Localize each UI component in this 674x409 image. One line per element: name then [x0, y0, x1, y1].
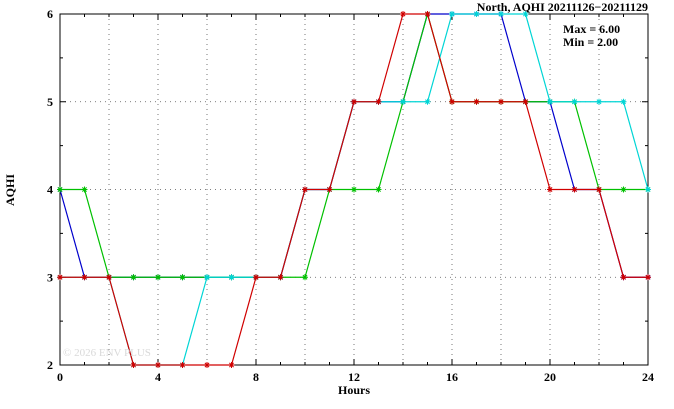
point-marker-day-4-red [228, 362, 235, 368]
point-marker-day-3-cyan [424, 98, 431, 105]
point-marker-day-3-cyan [498, 11, 504, 17]
point-marker-day-4-red [424, 11, 431, 17]
point-marker-day-4-red [449, 98, 455, 105]
point-marker-day-3-cyan [204, 274, 210, 281]
point-marker-day-3-cyan [522, 11, 529, 17]
point-marker-day-2-green [302, 274, 308, 281]
point-marker-day-4-red [547, 186, 553, 193]
point-marker-day-4-red [596, 186, 602, 193]
point-marker-day-4-red [620, 274, 627, 281]
point-marker-day-4-red [57, 274, 63, 281]
x-tick-label: 16 [446, 370, 458, 384]
chart-title: North, AQHI 20211126−20211129 [477, 0, 648, 14]
y-tick-label: 4 [47, 183, 53, 197]
x-tick-label: 8 [253, 370, 259, 384]
point-marker-day-2-green [130, 274, 137, 281]
x-tick-label: 12 [348, 370, 360, 384]
point-marker-day-3-cyan [571, 98, 578, 105]
point-marker-day-3-cyan [547, 98, 553, 105]
x-tick-label: 4 [155, 370, 161, 384]
point-marker-day-4-red [571, 186, 578, 193]
point-marker-day-4-red [375, 98, 382, 105]
point-marker-day-2-green [351, 186, 357, 193]
point-marker-day-4-red [204, 362, 210, 368]
point-marker-day-4-red [106, 274, 112, 281]
point-marker-day-3-cyan [620, 98, 627, 105]
point-marker-day-4-red [302, 186, 308, 193]
point-marker-day-4-red [130, 362, 137, 368]
point-marker-day-3-cyan [473, 11, 480, 17]
point-marker-day-2-green [620, 186, 627, 193]
point-marker-day-2-green [57, 186, 63, 193]
point-marker-day-4-red [81, 274, 88, 281]
point-marker-day-3-cyan [228, 274, 235, 281]
point-marker-day-2-green [155, 274, 161, 281]
annotation-max: Max = 6.00 [563, 22, 620, 36]
y-tick-label: 2 [47, 358, 53, 372]
point-marker-day-4-red [522, 98, 529, 105]
point-marker-day-4-red [326, 186, 333, 193]
annotation-min: Min = 2.00 [563, 35, 618, 49]
point-marker-day-3-cyan [449, 11, 455, 17]
point-marker-day-4-red [351, 98, 357, 105]
point-marker-day-3-cyan [645, 186, 651, 193]
point-marker-day-3-cyan [400, 98, 406, 105]
x-tick-label: 0 [57, 370, 63, 384]
y-axis-label: AQHI [3, 174, 17, 206]
point-marker-day-2-green [375, 186, 382, 193]
x-tick-label: 24 [642, 370, 654, 384]
point-marker-day-4-red [400, 11, 406, 17]
y-tick-label: 6 [47, 7, 53, 21]
x-axis-label: Hours [338, 383, 370, 397]
watermark: © 2026 ENV PLUS [63, 347, 151, 359]
point-marker-day-4-red [155, 362, 161, 368]
y-tick-label: 5 [47, 95, 53, 109]
point-marker-day-2-green [81, 186, 88, 193]
point-marker-day-4-red [277, 274, 284, 281]
point-marker-day-4-red [645, 274, 651, 281]
point-marker-day-4-red [473, 98, 480, 105]
x-tick-label: 20 [544, 370, 556, 384]
y-tick-label: 3 [47, 270, 53, 284]
plot-area: 0 4 8 12 16 20 24 2 3 4 5 6 [47, 7, 654, 384]
point-marker-day-4-red [179, 362, 186, 368]
point-marker-day-4-red [498, 98, 504, 105]
point-marker-day-3-cyan [596, 98, 602, 105]
point-marker-day-2-green [179, 274, 186, 281]
point-marker-day-4-red [253, 274, 259, 281]
